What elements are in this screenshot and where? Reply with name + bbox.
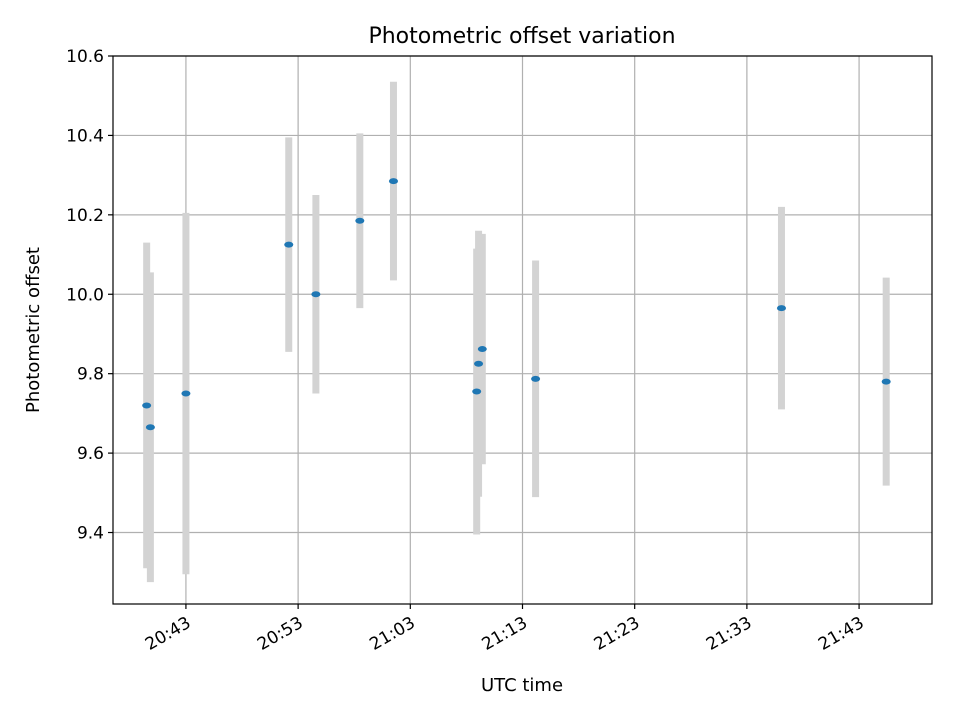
data-point	[388, 178, 398, 185]
data-point	[142, 402, 152, 409]
data-point	[474, 360, 484, 367]
data-point	[355, 217, 365, 224]
y-tick-label: 10.6	[66, 47, 104, 67]
y-axis: 9.4 9.6 9.8 10.0 10.2 10.4 10.6	[66, 47, 113, 544]
y-tick-label: 9.8	[77, 365, 104, 385]
y-tick-label: 10.0	[66, 285, 104, 305]
data-point	[181, 390, 191, 397]
data-point	[881, 378, 891, 385]
data-point	[311, 291, 321, 298]
data-point	[284, 241, 294, 248]
data-point	[472, 388, 482, 395]
y-tick-label: 10.2	[66, 206, 104, 226]
y-tick-label: 10.4	[66, 126, 104, 146]
y-tick-label: 9.4	[77, 524, 104, 544]
data-point	[776, 305, 786, 312]
chart-title: Photometric offset variation	[368, 24, 675, 49]
data-point	[531, 375, 541, 382]
data-points	[142, 178, 891, 431]
data-point	[477, 346, 487, 353]
data-point	[145, 424, 155, 431]
y-axis-label: Photometric offset	[23, 247, 44, 413]
grid	[113, 55, 932, 604]
y-tick-label: 9.6	[77, 444, 104, 464]
x-axis-label: UTC time	[481, 675, 563, 696]
